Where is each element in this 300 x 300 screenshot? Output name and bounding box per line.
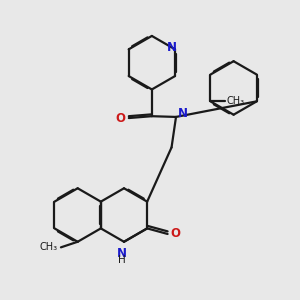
Text: O: O	[171, 227, 181, 241]
Text: H: H	[118, 255, 126, 265]
Text: N: N	[178, 107, 188, 121]
Text: N: N	[167, 41, 177, 54]
Text: CH₃: CH₃	[226, 96, 244, 106]
Text: N: N	[117, 247, 127, 260]
Text: CH₃: CH₃	[40, 242, 58, 252]
Text: O: O	[115, 112, 125, 124]
